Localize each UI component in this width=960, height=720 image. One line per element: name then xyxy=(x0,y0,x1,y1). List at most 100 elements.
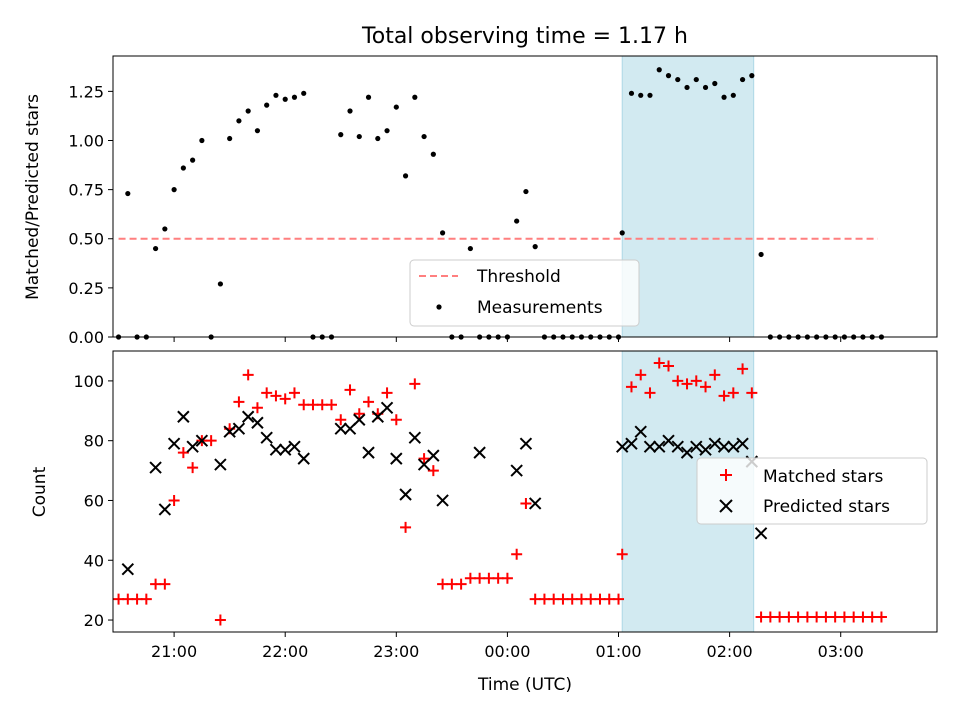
measurement-point xyxy=(758,251,764,258)
measurement-point xyxy=(301,90,307,96)
matched-star-marker xyxy=(857,611,869,623)
legend-matched-label: Matched stars xyxy=(763,467,883,487)
matched-star-marker xyxy=(131,593,143,605)
matched-star-marker xyxy=(187,462,199,474)
x-tick-label: 00:00 xyxy=(484,642,530,661)
measurement-point xyxy=(180,165,186,171)
bottom-y-axis-label: Count xyxy=(30,466,50,517)
matched-star-marker xyxy=(635,369,647,381)
matched-star-marker xyxy=(848,611,860,623)
measurement-point xyxy=(421,133,427,140)
legend-measurements-label: Measurements xyxy=(477,298,603,318)
matched-star-marker xyxy=(644,387,656,399)
measurement-point xyxy=(375,135,381,142)
matched-star-marker xyxy=(168,494,180,506)
matched-star-marker xyxy=(820,611,832,623)
measurement-point xyxy=(254,128,261,134)
predicted-star-marker xyxy=(278,443,292,456)
matched-star-marker xyxy=(520,497,532,509)
predicted-star-marker xyxy=(727,440,740,453)
matched-star-marker xyxy=(251,402,263,414)
measurement-point xyxy=(264,102,270,108)
predicted-star-marker xyxy=(232,422,246,435)
matched-star-marker xyxy=(548,593,560,605)
top-x-ticks xyxy=(173,337,842,342)
bottom-x-axis-label: Time (UTC) xyxy=(477,675,572,695)
measurement-point xyxy=(684,84,690,91)
matched-star-marker xyxy=(270,390,282,402)
predicted-star-marker xyxy=(680,446,694,459)
measurement-point xyxy=(665,73,672,79)
y-tick-label: 1.25 xyxy=(68,82,104,101)
matched-star-marker xyxy=(727,387,739,399)
measurement-point xyxy=(702,84,709,91)
measurement-point xyxy=(412,94,418,100)
measurement-point xyxy=(523,188,529,195)
measurement-point xyxy=(619,230,625,236)
measurement-point xyxy=(199,137,205,144)
measurement-point xyxy=(532,244,538,250)
predicted-star-marker xyxy=(297,452,310,465)
predicted-star-marker xyxy=(186,440,199,453)
matched-star-marker xyxy=(233,396,245,408)
matched-star-marker xyxy=(746,387,758,399)
predicted-star-marker xyxy=(427,449,440,462)
matched-star-marker xyxy=(363,396,375,408)
y-tick-label: 0.00 xyxy=(68,328,104,347)
predicted-star-marker xyxy=(625,437,638,450)
matched-star-marker xyxy=(663,360,675,372)
predicted-star-marker xyxy=(158,503,172,516)
measurement-point xyxy=(162,226,168,232)
matched-star-marker xyxy=(325,399,337,411)
matched-star-marker xyxy=(307,399,319,411)
predicted-star-marker xyxy=(167,437,181,450)
matched-star-marker xyxy=(737,363,749,375)
bottom-legend-box xyxy=(696,457,928,525)
matched-star-marker xyxy=(288,387,300,399)
measurement-point xyxy=(693,76,699,83)
y-tick-label: 60 xyxy=(84,491,104,510)
matched-star-marker xyxy=(700,381,712,393)
matched-star-marker xyxy=(690,375,702,387)
matched-star-marker xyxy=(122,593,134,605)
matched-star-marker xyxy=(801,611,813,623)
measurement-point xyxy=(125,190,131,197)
measurement-point xyxy=(171,187,177,193)
measurement-point xyxy=(467,245,473,252)
measurement-point xyxy=(365,94,372,100)
top-y-axis-label: Matched/Predicted stars xyxy=(23,94,43,300)
measurement-point xyxy=(217,281,223,287)
y-tick-label: 20 xyxy=(84,611,104,630)
predicted-star-marker xyxy=(390,452,403,465)
measurement-point xyxy=(628,90,635,96)
x-tick-label: 21:00 xyxy=(151,642,197,661)
matched-star-marker xyxy=(672,375,684,387)
matched-star-marker xyxy=(298,399,310,411)
matched-star-marker xyxy=(538,593,550,605)
measurement-point xyxy=(656,67,662,73)
measurement-point xyxy=(675,76,681,83)
predicted-star-marker xyxy=(177,410,190,423)
predicted-star-marker xyxy=(643,440,657,453)
matched-star-marker xyxy=(159,578,171,590)
x-tick-label: 01:00 xyxy=(595,642,641,661)
predicted-star-marker xyxy=(519,437,533,450)
top-y-ticks: 0.00 0.25 0.50 0.75 1.00 1.25 xyxy=(68,82,113,347)
predicted-star-marker xyxy=(528,497,542,510)
predicted-star-marker xyxy=(736,437,749,450)
predicted-star-marker xyxy=(214,458,227,471)
matched-star-marker xyxy=(774,611,786,623)
predicted-star-marker xyxy=(121,563,135,576)
predicted-star-marker xyxy=(408,431,422,444)
matched-star-marker xyxy=(792,611,804,623)
measurement-point xyxy=(739,76,746,83)
matched-star-marker xyxy=(811,611,823,623)
measurement-point xyxy=(236,118,242,124)
predicted-star-marker xyxy=(260,431,273,444)
matched-star-marker xyxy=(566,593,578,605)
matched-star-marker xyxy=(279,393,291,405)
x-tick-label: 22:00 xyxy=(262,642,308,661)
x-tick-label: 02:00 xyxy=(707,642,753,661)
bottom-legend: Matched stars Predicted stars xyxy=(696,457,928,525)
